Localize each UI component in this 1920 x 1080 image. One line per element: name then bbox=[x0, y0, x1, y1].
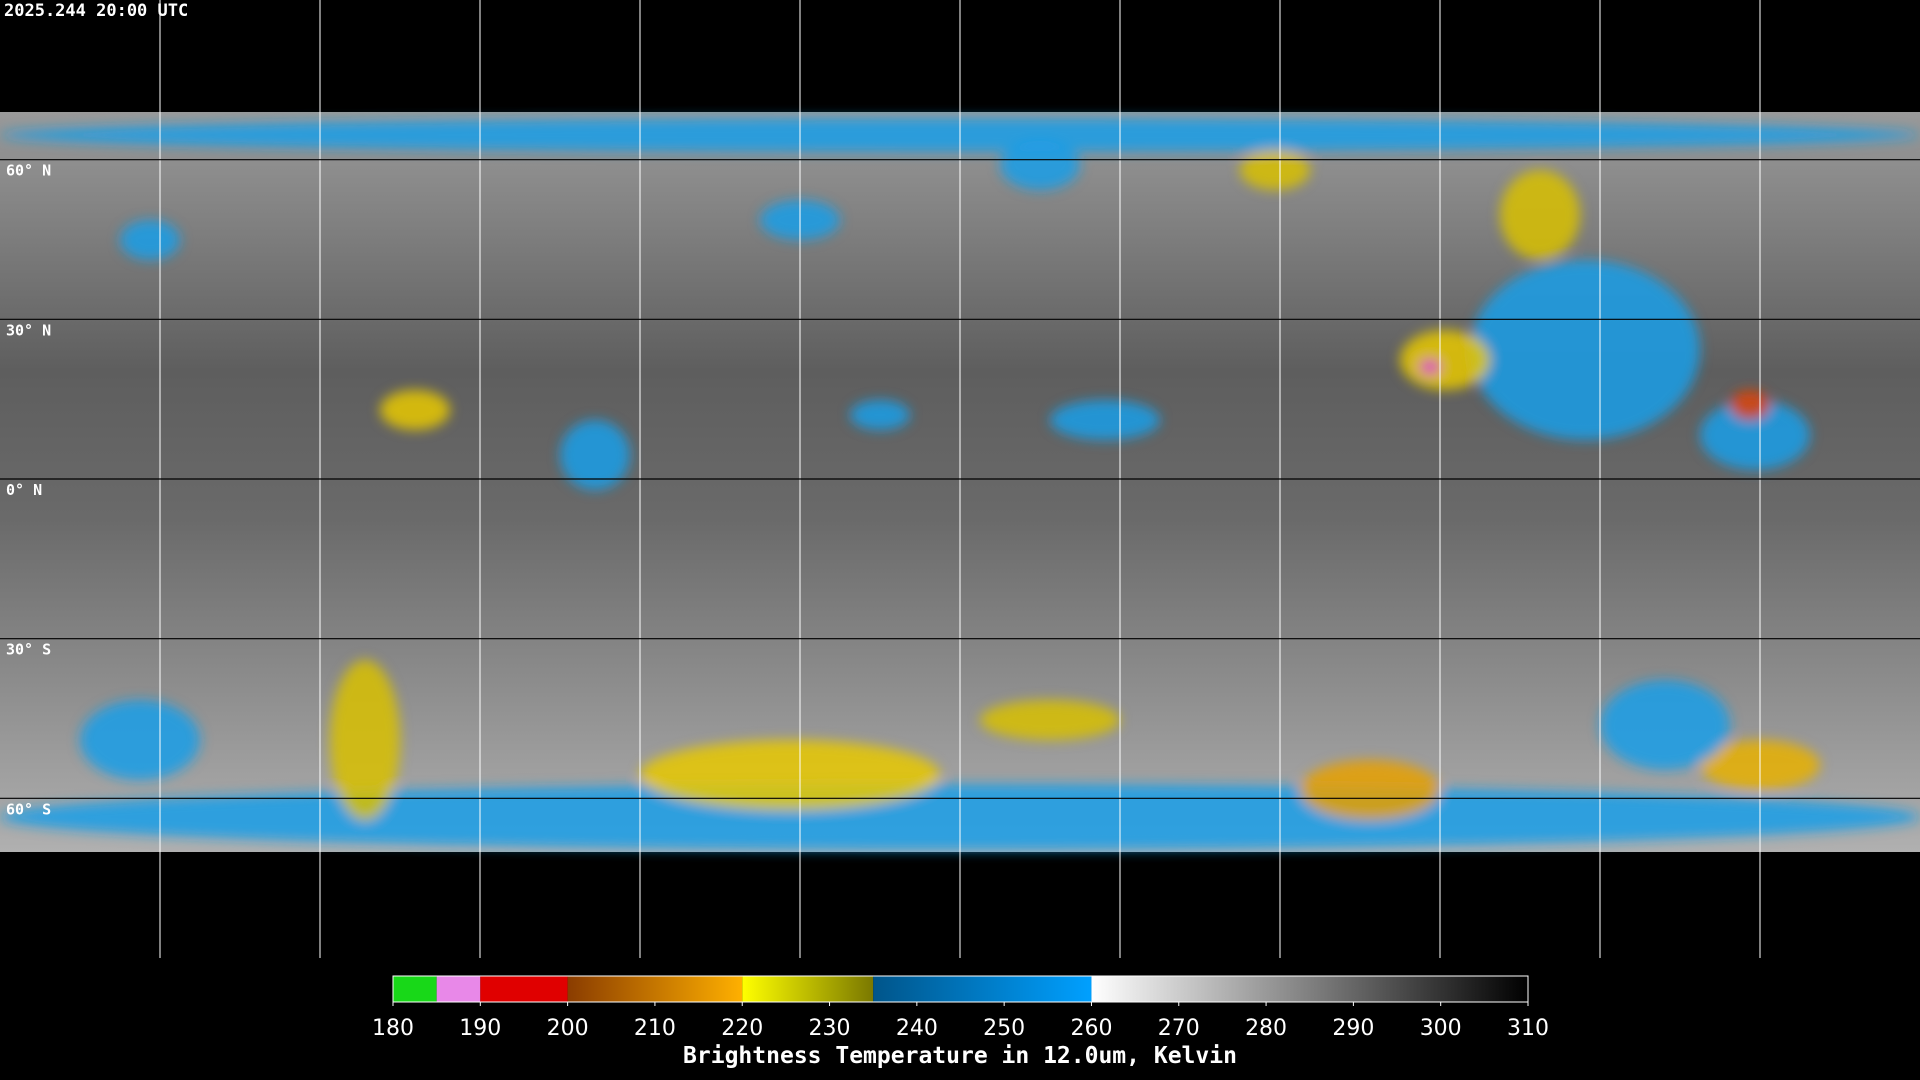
cloud bbox=[640, 740, 940, 810]
cloud bbox=[1700, 400, 1810, 470]
cloud bbox=[1240, 150, 1310, 190]
colorbar-segment bbox=[393, 976, 437, 1002]
latitude-label: 0° N bbox=[6, 481, 42, 499]
cloud bbox=[1050, 400, 1160, 440]
colorbar-segment bbox=[436, 976, 481, 1002]
cloud bbox=[1500, 170, 1580, 260]
colorbar-tick-label: 270 bbox=[1158, 1016, 1200, 1041]
colorbar-tick-label: 310 bbox=[1507, 1016, 1549, 1041]
colorbar-segment bbox=[1091, 976, 1528, 1002]
colorbar-segment bbox=[480, 976, 568, 1002]
colorbar-segment bbox=[567, 976, 743, 1002]
colorbar-tick-label: 250 bbox=[983, 1016, 1025, 1041]
colorbar-tick-label: 200 bbox=[547, 1016, 589, 1041]
cloud bbox=[1600, 680, 1730, 770]
colorbar-tick-label: 180 bbox=[372, 1016, 414, 1041]
colorbar-tick-label: 290 bbox=[1332, 1016, 1374, 1041]
cloud bbox=[380, 390, 450, 430]
cloud bbox=[1730, 390, 1770, 420]
cloud bbox=[1400, 330, 1490, 390]
colorbar: 180 190 200 210 220 230 240 250 260 270 280 290 300 3… bbox=[372, 975, 1549, 1041]
cloud bbox=[980, 700, 1120, 740]
cloud bbox=[120, 220, 180, 260]
cloud bbox=[330, 660, 400, 820]
colorbar-segment bbox=[742, 976, 874, 1002]
cloud bbox=[1420, 360, 1440, 374]
colorbar-frame bbox=[392, 975, 1529, 1003]
latitude-label: 60° S bbox=[6, 800, 51, 818]
colorbar-tick-label: 220 bbox=[721, 1016, 763, 1041]
timestamp: 2025.244 20:00 UTC bbox=[4, 1, 188, 21]
latitude-label: 30° N bbox=[6, 321, 51, 339]
latitude-label: 60° N bbox=[6, 162, 51, 180]
cloud bbox=[560, 420, 630, 490]
colorbar-segment bbox=[873, 976, 1092, 1002]
colorbar-tick-label: 230 bbox=[809, 1016, 851, 1041]
colorbar-tick-label: 210 bbox=[634, 1016, 676, 1041]
colorbar-title: Brightness Temperature in 12.0um, Kelvin bbox=[683, 1043, 1237, 1069]
colorbar-tick-label: 260 bbox=[1070, 1016, 1112, 1041]
latitude-label: 30° S bbox=[6, 641, 51, 659]
colorbar-tick-label: 240 bbox=[896, 1016, 938, 1041]
colorbar-tick-label: 280 bbox=[1245, 1016, 1287, 1041]
cloud bbox=[80, 700, 200, 780]
cloud bbox=[1000, 140, 1080, 190]
cloud bbox=[1300, 760, 1440, 820]
colorbar-tick-label: 300 bbox=[1420, 1016, 1462, 1041]
cloud bbox=[850, 400, 910, 430]
graticule: 60° N 30° N 0° N 30° S 60° S bbox=[6, 0, 1761, 958]
cloud bbox=[1470, 260, 1700, 440]
colorbar-tick-label: 190 bbox=[459, 1016, 501, 1041]
